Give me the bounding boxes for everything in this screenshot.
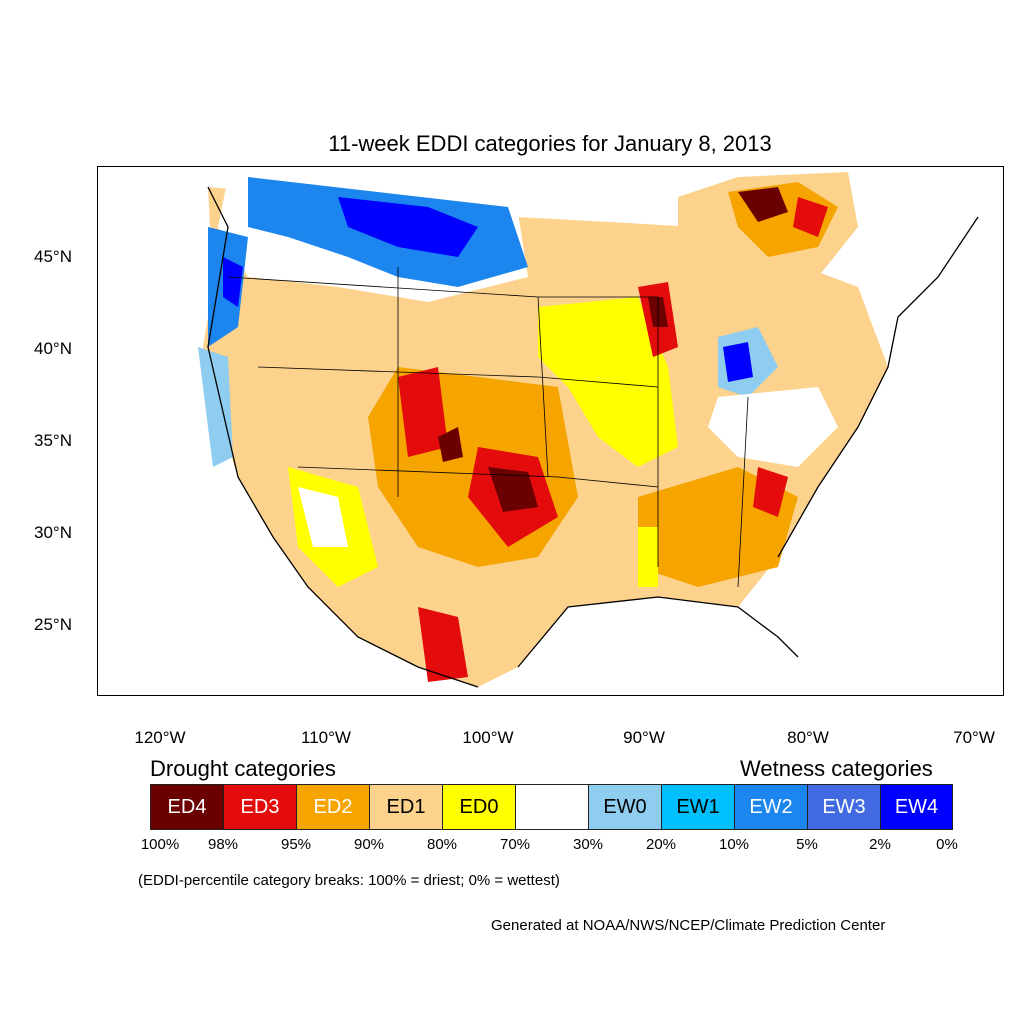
eddi-map (97, 166, 1004, 696)
lat-label-40: 40°N (34, 339, 72, 358)
legend-box-ed3: ED3 (223, 784, 296, 830)
lon-label-120: 120°W (134, 728, 186, 747)
state-boundaries (227, 267, 749, 588)
lat-label-35: 35°N (34, 431, 72, 450)
legend-box-ed4: ED4 (150, 784, 223, 830)
lat-label-45: 45°N (34, 247, 72, 266)
legend-break-label: 98% (207, 836, 239, 853)
legend-break-label: 10% (718, 836, 750, 853)
legend-break-label: 5% (796, 836, 818, 853)
lat-label-30: 30°N (34, 523, 72, 542)
map-canvas (198, 172, 979, 688)
legend-box-ew1: EW1 (661, 784, 734, 830)
legend-box-ed1: ED1 (369, 784, 442, 830)
lon-label-110: 110°W (301, 728, 351, 747)
lon-label-90: 90°W (623, 728, 665, 747)
category-note: (EDDI-percentile category breaks: 100% =… (138, 872, 560, 889)
legend-box-ew0: EW0 (588, 784, 661, 830)
legend-break-label: 30% (572, 836, 604, 853)
legend-break-label: 20% (645, 836, 677, 853)
legend-break-label: 90% (353, 836, 385, 853)
legend-break-label: 70% (499, 836, 531, 853)
region-midwest-dry (538, 297, 678, 467)
lon-label-80: 80°W (787, 728, 829, 747)
lon-label-100: 100°W (462, 728, 514, 747)
legend-break-label: 100% (140, 836, 180, 853)
legend-box-ed0: ED0 (442, 784, 515, 830)
lat-label-25: 25°N (34, 615, 72, 634)
legend-box-ew4: EW4 (880, 784, 953, 830)
lon-label-70: 70°W (953, 728, 995, 747)
legend-bar: ED4 ED3 ED2 ED1 ED0 EW0 EW1 EW2 EW3 EW4 (150, 784, 953, 830)
legend-break-label: 2% (869, 836, 891, 853)
credit-text: Generated at NOAA/NWS/NCEP/Climate Predi… (491, 917, 886, 934)
legend-box-ew3: EW3 (807, 784, 880, 830)
legend-break-label: 95% (280, 836, 312, 853)
legend-break-label: 0% (936, 836, 958, 853)
legend-box-ed2: ED2 (296, 784, 369, 830)
coastline (207, 186, 979, 688)
map-title: 11-week EDDI categories for January 8, 2… (328, 131, 772, 156)
wetness-heading: Wetness categories (740, 756, 933, 781)
legend-box-neutral (515, 784, 588, 830)
legend-box-ew2: EW2 (734, 784, 807, 830)
legend-break-label: 80% (426, 836, 458, 853)
drought-heading: Drought categories (150, 756, 336, 781)
